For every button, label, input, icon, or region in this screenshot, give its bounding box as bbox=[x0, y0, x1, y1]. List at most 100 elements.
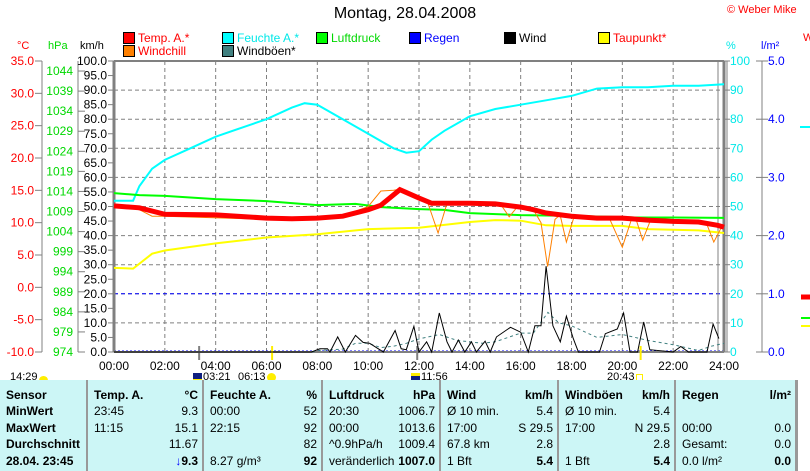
pressure-axis-tick-label: 979 bbox=[53, 325, 73, 339]
x-tick-label: 02:00 bbox=[150, 359, 180, 373]
stats-value: 9.3 bbox=[181, 404, 198, 419]
stats-label: Ø 10 min. bbox=[447, 404, 500, 419]
legend-swatch bbox=[222, 32, 234, 44]
copyright: © Weber Mike bbox=[727, 4, 797, 16]
stats-value: % bbox=[306, 388, 317, 402]
scrollbar-strip[interactable] bbox=[797, 380, 810, 471]
unit-humidity: % bbox=[726, 40, 736, 52]
pressure-axis-tick-label: 1014 bbox=[46, 184, 73, 198]
x-tick-label: 00:00 bbox=[99, 359, 129, 373]
legend-label: Windböen* bbox=[237, 44, 296, 58]
stats-value: N 29.5 bbox=[634, 420, 670, 435]
stats-row: Feuchte A.% bbox=[210, 388, 317, 404]
stats-label: ^0.9hPa/h bbox=[329, 437, 383, 452]
pressure-axis-tick-label: 1044 bbox=[46, 64, 73, 78]
series-feuchte-a bbox=[114, 83, 725, 202]
wind-axis-tick-label: 90.0 bbox=[84, 83, 108, 97]
legend-item: Temp. A.* bbox=[123, 31, 189, 45]
stats-value: 5.4 bbox=[536, 453, 553, 468]
rain-axis-tick-label: 0.0 bbox=[768, 345, 785, 359]
wind-axis-tick-label: 70.0 bbox=[84, 141, 108, 155]
wind-axis-tick-label: 65.0 bbox=[84, 156, 108, 170]
unit-rain: l/m² bbox=[761, 40, 780, 52]
unit-pressure: hPa bbox=[48, 40, 68, 52]
humidity-axis-tick-label: 30 bbox=[730, 258, 744, 272]
stats-row: 22:15 92 bbox=[210, 421, 317, 437]
stats-row: Luftdruck hPa bbox=[329, 388, 435, 404]
unit-temp: °C bbox=[17, 40, 30, 52]
temp-axis-tick-label: -10.0 bbox=[7, 345, 35, 359]
wind-axis-tick-label: 20.0 bbox=[84, 287, 108, 301]
stats-label: Sensor bbox=[6, 388, 47, 402]
stats-row: 00:00 1013.6 bbox=[329, 421, 435, 437]
stats-label: 00:00 bbox=[210, 404, 241, 419]
pressure-axis-tick-label: 1019 bbox=[46, 164, 73, 178]
stats-value: 0.0 bbox=[774, 420, 791, 435]
stats-row: 11:15 15.1 bbox=[94, 421, 198, 437]
temp-axis-tick-label: -5.0 bbox=[13, 313, 34, 327]
stats-value: 92 bbox=[303, 420, 317, 435]
trend-down-icon: ↓ bbox=[175, 453, 182, 468]
pressure-axis-tick-label: 1004 bbox=[46, 225, 73, 239]
stats-value: 15.1 bbox=[174, 420, 198, 435]
stats-row: 00:00 0.0 bbox=[682, 421, 791, 437]
pressure-axis-tick-label: 1029 bbox=[46, 124, 73, 138]
pressure-axis-tick-label: 994 bbox=[53, 265, 73, 279]
stats-value: km/h bbox=[524, 388, 553, 402]
temp-axis-tick-label: 35.0 bbox=[11, 54, 35, 68]
pressure-axis-tick-label: 984 bbox=[53, 305, 73, 319]
legend-label: Luftdruck bbox=[331, 31, 381, 45]
legend-item: Windböen* bbox=[222, 44, 296, 58]
wind-axis-tick-label: 50.0 bbox=[84, 200, 108, 214]
wind-axis-tick-label: 75.0 bbox=[84, 127, 108, 141]
x-tick-label: 08:00 bbox=[302, 359, 332, 373]
humidity-axis-tick-label: 50 bbox=[730, 200, 744, 214]
stats-row: 2.8 bbox=[565, 437, 670, 453]
stats-row: Ø 10 min. 5.4 bbox=[565, 404, 670, 420]
stats-value: °C bbox=[184, 388, 198, 402]
x-tick-label: 18:00 bbox=[556, 359, 586, 373]
stats-label: 1 Bft bbox=[447, 453, 472, 468]
wind-axis-tick-label: 40.0 bbox=[84, 229, 108, 243]
temp-axis-tick-label: 20.0 bbox=[11, 151, 35, 165]
legend-label: Temp. A.* bbox=[138, 31, 190, 45]
pressure-axis-tick-label: 989 bbox=[53, 285, 73, 299]
stats-label: 00:00 bbox=[329, 420, 360, 435]
stats-label: Luftdruck bbox=[329, 388, 385, 402]
stats-label: Ø 10 min. bbox=[565, 404, 618, 419]
stats-column-wind: Wind km/h Ø 10 min. 5.4 17:00 S 29.5 67.8 km 2.… bbox=[441, 380, 559, 471]
legend-swatch bbox=[409, 32, 421, 44]
pressure-axis-tick-label: 1009 bbox=[46, 205, 73, 219]
stats-row: 82 bbox=[210, 437, 317, 453]
stats-label: 1 Bft bbox=[565, 453, 590, 468]
stats-value: 11.67 bbox=[168, 437, 198, 452]
stats-label: veränderlich bbox=[329, 453, 395, 468]
stats-label: Durchschnitt bbox=[6, 437, 81, 452]
stats-column-gusts: Windböen km/h Ø 10 min. 5.4 17:00 N 29.5 2.8 1 … bbox=[559, 380, 676, 471]
stats-row: Regen l/m² bbox=[682, 388, 791, 404]
legend-swatch bbox=[598, 32, 610, 44]
stats-value: 2.8 bbox=[653, 437, 670, 452]
stats-row: 17:00 N 29.5 bbox=[565, 421, 670, 437]
stats-label: 23:45 bbox=[94, 404, 125, 419]
pressure-axis-tick-label: 999 bbox=[53, 245, 73, 259]
legend-swatch bbox=[123, 45, 135, 57]
stats-value: 52 bbox=[303, 404, 317, 419]
stats-label: MaxWert bbox=[6, 420, 56, 435]
unit-wind: km/h bbox=[80, 40, 104, 52]
stats-value: 1013.6 bbox=[398, 420, 435, 435]
moonset-icon bbox=[411, 372, 420, 382]
stats-label: Wind bbox=[447, 388, 477, 402]
legend-item: Luftdruck bbox=[316, 31, 380, 45]
x-tick-label: 24:00 bbox=[709, 359, 739, 373]
x-tick-label: 22:00 bbox=[658, 359, 688, 373]
wind-axis-tick-label: 45.0 bbox=[84, 214, 108, 228]
stats-label: Windböen bbox=[565, 388, 623, 402]
humidity-axis-tick-label: 10 bbox=[730, 316, 744, 330]
stats-label: 67.8 km bbox=[447, 437, 490, 452]
x-tick-label: 04:00 bbox=[201, 359, 231, 373]
wind-axis-tick-label: 25.0 bbox=[84, 272, 108, 286]
legend-item: Taupunkt* bbox=[598, 31, 666, 45]
humidity-axis-tick-label: 40 bbox=[730, 229, 744, 243]
stats-row: Durchschnitt bbox=[6, 437, 82, 453]
